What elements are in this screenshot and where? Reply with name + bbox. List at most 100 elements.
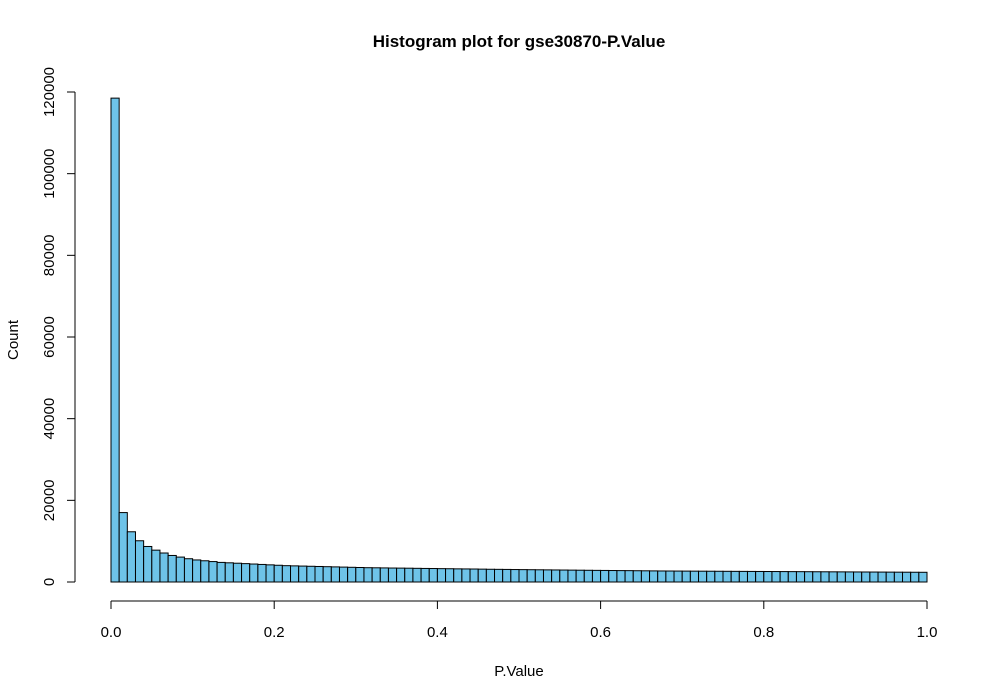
histogram-bar [877,571,887,583]
histogram-bar [518,569,528,583]
histogram-bars [110,97,928,583]
histogram-bar [363,567,373,583]
histogram-bar [673,570,683,583]
histogram-bar [420,567,430,583]
histogram-bar [795,571,806,583]
histogram-bar [910,571,920,583]
histogram-bar [469,568,479,583]
histogram-bar [591,569,602,583]
histogram-bar [885,571,895,583]
histogram-bar [314,565,324,583]
chart-title: Histogram plot for gse30870-P.Value [373,32,666,51]
histogram-bar [249,563,259,583]
x-tick-label: 1.0 [917,624,938,641]
histogram-bar [192,559,202,583]
histogram-bar [412,567,422,583]
histogram-bar [853,571,863,583]
histogram-bar [902,571,912,583]
y-tick-label: 60000 [41,316,58,358]
histogram-bar [600,569,610,583]
histogram-bar [396,567,406,583]
histogram-bar [494,568,504,583]
histogram-bar [273,564,283,583]
histogram-bar [379,567,389,583]
y-axis: 0 20000 40000 60000 80000 100000 120000 [41,67,76,586]
histogram-bar [453,568,463,583]
histogram-bar [608,570,618,583]
histogram-bar [126,531,136,583]
histogram-bar [763,571,773,583]
histogram-bar [208,561,218,583]
histogram-bar [722,570,732,583]
histogram-bar [575,569,585,583]
histogram-bar [355,567,365,583]
histogram-bar [649,570,659,583]
y-tick-label: 120000 [41,67,58,117]
y-tick-label: 80000 [41,234,58,276]
histogram-bar [322,566,332,583]
histogram-bar [771,571,781,583]
y-tick-label: 100000 [41,149,58,199]
y-tick-label: 20000 [41,479,58,521]
histogram-bar [624,570,634,583]
histogram-bar [371,567,381,583]
histogram-bar [657,570,667,583]
histogram-bar [567,569,577,583]
histogram-bar [861,571,871,583]
histogram-bar [689,570,700,583]
histogram-bar [200,560,210,583]
histogram-bar [216,561,226,583]
histogram-bar [298,565,308,583]
histogram-bar [428,568,438,583]
histogram-bar [632,570,642,583]
x-tick-label: 0.2 [264,624,285,641]
histogram-bar [183,558,194,583]
histogram-bar [836,571,846,583]
histogram-bar [485,568,496,583]
histogram-bar [755,570,765,583]
histogram-bar [330,566,340,583]
histogram-bar [387,567,398,583]
histogram-bar [477,568,487,583]
histogram-bar [746,570,757,583]
histogram-bar [681,570,691,583]
histogram-bar [820,571,830,583]
histogram-bar [232,562,243,583]
histogram-bar [804,571,814,583]
histogram-bar [151,549,161,583]
histogram-bar [665,570,675,583]
histogram-bar [445,568,455,583]
histogram-bar [698,570,708,583]
histogram-bar [779,571,789,583]
histogram-bar [159,552,169,583]
histogram-bar [461,568,471,583]
histogram-bar [738,570,748,583]
histogram-bar [787,571,797,583]
histogram-bar [828,571,838,583]
histogram-bar [730,570,740,583]
histogram-bar [347,566,357,583]
x-axis: 0.0 0.2 0.4 0.6 0.8 1.0 [101,600,938,641]
histogram-bar [224,562,234,583]
histogram-bar [542,569,553,583]
histogram-bar [338,566,349,583]
histogram-bar [640,570,651,583]
histogram-bar [844,571,855,583]
histogram-bar [714,570,724,583]
histogram-bar [559,569,569,583]
histogram-bar [526,569,536,583]
histogram-bar [241,563,251,583]
y-tick-label: 40000 [41,398,58,440]
histogram-bar [257,563,267,583]
histogram-bar [812,571,822,583]
x-axis-label: P.Value [494,663,544,680]
histogram-bar [110,97,120,583]
histogram-bar [306,565,316,583]
histogram-bar [281,565,292,583]
y-axis-label: Count [5,319,22,360]
histogram-bar [534,569,544,583]
histogram-bar [290,565,300,583]
histogram-bar [134,540,145,583]
histogram-bar [167,554,177,583]
x-tick-label: 0.8 [753,624,774,641]
